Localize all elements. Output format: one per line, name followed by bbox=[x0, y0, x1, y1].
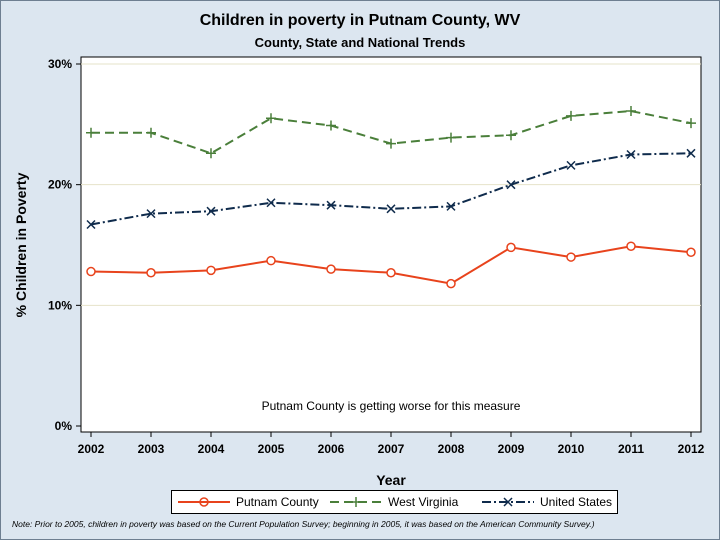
point-united-states-2005 bbox=[266, 198, 276, 208]
x-tick-label-2012: 2012 bbox=[678, 442, 705, 456]
point-united-states-2003 bbox=[146, 209, 156, 219]
legend-item-west-virginia: West Virginia bbox=[330, 491, 458, 513]
x-tick-label-2003: 2003 bbox=[138, 442, 165, 456]
point-putnam-county-2005 bbox=[266, 255, 276, 266]
x-axis-label: Year bbox=[376, 472, 406, 488]
point-west-virginia-2012 bbox=[686, 118, 696, 129]
point-putnam-county-2011 bbox=[626, 241, 636, 251]
point-putnam-county-2012 bbox=[686, 247, 696, 257]
chart-title: Children in poverty in Putnam County, WV bbox=[199, 12, 521, 29]
point-putnam-county-2004 bbox=[206, 265, 216, 276]
chart-subtitle: County, State and National Trends bbox=[254, 35, 466, 50]
x-tick-label-2007: 2007 bbox=[378, 442, 405, 456]
x-tick-label-2004: 2004 bbox=[198, 442, 225, 456]
axis-ticks: 0% 10% 20% 30% 2002 2003 2004 2005 2006 2007 2008 2… bbox=[48, 57, 705, 456]
point-united-states-2008 bbox=[446, 201, 456, 211]
point-united-states-2010 bbox=[566, 160, 576, 170]
x-tick-label-2010: 2010 bbox=[558, 442, 585, 456]
point-united-states-2012 bbox=[686, 148, 696, 158]
point-west-virginia-2007 bbox=[386, 138, 396, 149]
point-putnam-county-2008 bbox=[446, 278, 456, 289]
footnote: Note: Prior to 2005, children in poverty… bbox=[12, 519, 595, 529]
point-west-virginia-2005 bbox=[266, 113, 276, 124]
chart-annotation: Putnam County is getting worse for this … bbox=[262, 399, 521, 413]
y-tick-label-30: 30% bbox=[48, 57, 72, 71]
legend-label-west-virginia: West Virginia bbox=[388, 495, 459, 509]
legend-swatch-putnam bbox=[178, 497, 230, 507]
point-west-virginia-2010 bbox=[566, 110, 576, 121]
point-united-states-2004 bbox=[206, 206, 216, 216]
y-axis-label: % Children in Poverty bbox=[13, 172, 29, 317]
legend-label-putnam: Putnam County bbox=[236, 495, 319, 509]
point-west-virginia-2008 bbox=[446, 132, 456, 143]
legend-label-united-states: United States bbox=[540, 495, 613, 509]
y-tick-label-10: 10% bbox=[48, 298, 72, 312]
legend-swatch-west-virginia bbox=[330, 497, 382, 507]
point-united-states-2006 bbox=[326, 200, 336, 210]
point-west-virginia-2006 bbox=[326, 120, 336, 131]
point-west-virginia-2002 bbox=[86, 127, 96, 138]
point-west-virginia-2011 bbox=[626, 106, 636, 117]
legend-item-putnam: Putnam County bbox=[178, 491, 319, 513]
plot-area bbox=[80, 56, 702, 433]
y-tick-label-20: 20% bbox=[48, 178, 72, 192]
point-putnam-county-2002 bbox=[86, 266, 96, 277]
point-west-virginia-2009 bbox=[506, 130, 516, 141]
x-tick-label-2005: 2005 bbox=[258, 442, 285, 456]
point-west-virginia-2003 bbox=[146, 127, 156, 138]
point-putnam-county-2007 bbox=[386, 268, 396, 278]
series-layer bbox=[86, 106, 696, 289]
legend: Putnam County West Virginia United State… bbox=[171, 490, 618, 514]
point-putnam-county-2006 bbox=[326, 264, 336, 274]
x-tick-label-2002: 2002 bbox=[78, 442, 105, 456]
legend-swatch-united-states bbox=[482, 497, 534, 507]
series-united-states bbox=[86, 148, 696, 230]
point-putnam-county-2010 bbox=[566, 252, 576, 262]
point-united-states-2009 bbox=[506, 180, 516, 190]
x-tick-label-2009: 2009 bbox=[498, 442, 525, 456]
point-putnam-county-2003 bbox=[146, 268, 156, 278]
legend-item-united-states: United States bbox=[482, 491, 612, 513]
series-putnam-county bbox=[86, 241, 696, 289]
x-tick-label-2011: 2011 bbox=[618, 442, 644, 456]
x-tick-label-2008: 2008 bbox=[438, 442, 465, 456]
point-united-states-2011 bbox=[626, 149, 636, 160]
point-putnam-county-2009 bbox=[506, 242, 516, 253]
point-united-states-2002 bbox=[86, 219, 96, 230]
x-tick-label-2006: 2006 bbox=[318, 442, 345, 456]
y-tick-label-0: 0% bbox=[55, 419, 73, 433]
series-west-virginia bbox=[86, 106, 696, 159]
gridlines bbox=[81, 63, 701, 306]
point-united-states-2007 bbox=[386, 204, 396, 214]
point-west-virginia-2004 bbox=[206, 148, 216, 159]
